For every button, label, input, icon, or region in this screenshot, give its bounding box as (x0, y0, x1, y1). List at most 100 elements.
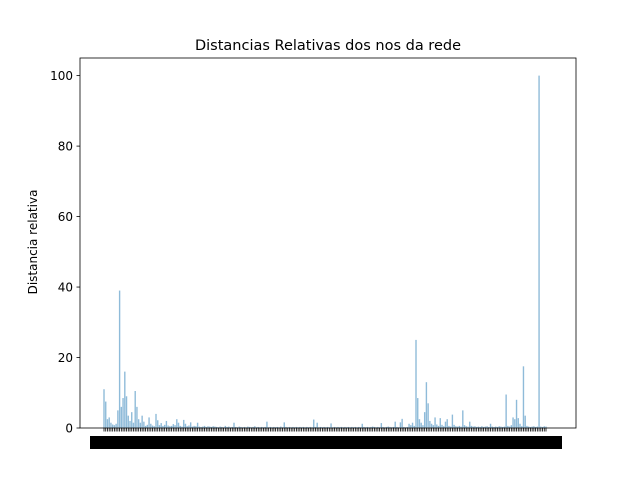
bar (448, 425, 450, 428)
bar (358, 426, 360, 428)
bar (141, 415, 143, 428)
bar (540, 426, 542, 428)
bar (195, 426, 197, 428)
bar (151, 425, 154, 428)
bar (306, 426, 308, 428)
bar (510, 425, 513, 428)
bar (326, 426, 329, 428)
bar (177, 422, 180, 428)
bar (488, 426, 490, 428)
bar (257, 426, 259, 428)
bar (105, 401, 107, 428)
bar (125, 396, 128, 428)
bar (295, 426, 298, 428)
bar (181, 426, 183, 428)
bar (347, 426, 350, 428)
y-tick-label: 60 (58, 210, 73, 224)
bar (486, 426, 488, 428)
bar (498, 426, 500, 428)
bar (422, 425, 424, 428)
bar (155, 413, 157, 428)
bar (231, 426, 233, 428)
bar (508, 426, 511, 428)
bar (477, 426, 480, 428)
bar (436, 424, 438, 428)
bar (514, 419, 516, 428)
bar (373, 426, 376, 428)
bar (534, 426, 537, 428)
bar (314, 426, 317, 428)
bar (110, 422, 112, 428)
bar (288, 426, 291, 428)
bar (129, 420, 131, 428)
bar (132, 422, 135, 428)
bar (276, 426, 279, 428)
y-tick-label: 40 (58, 281, 73, 295)
bar (481, 426, 483, 428)
bar (427, 403, 429, 428)
bar (538, 75, 540, 429)
bar (120, 406, 123, 428)
bar (247, 426, 249, 428)
bar (183, 419, 185, 428)
bar (455, 426, 457, 428)
bar (382, 426, 384, 428)
bar (157, 420, 159, 428)
bar (432, 425, 435, 428)
bar (385, 426, 388, 428)
bar (495, 426, 497, 428)
bar (543, 426, 545, 428)
bar (484, 426, 487, 428)
bar (196, 422, 199, 428)
bar (500, 426, 502, 428)
bar (411, 422, 414, 428)
bar (418, 419, 421, 428)
bar (333, 426, 336, 428)
bar (401, 418, 403, 428)
bar (526, 425, 528, 428)
bar (215, 426, 218, 428)
bar (441, 424, 443, 428)
bar (366, 426, 369, 428)
bar (113, 425, 116, 428)
bar (529, 426, 532, 428)
bar (519, 423, 521, 428)
bar (226, 426, 228, 428)
bar (162, 425, 164, 428)
bar (503, 426, 506, 428)
bar (496, 426, 499, 428)
bar (451, 414, 454, 428)
bar (396, 426, 398, 428)
bar (536, 426, 539, 428)
bar (139, 422, 142, 428)
bar (423, 412, 426, 428)
bar (371, 426, 374, 428)
y-tick-label: 0 (65, 422, 73, 436)
bar (233, 422, 235, 428)
bar (193, 425, 195, 428)
bar (351, 426, 353, 428)
bar (330, 423, 332, 428)
bar (136, 406, 138, 428)
bar (479, 426, 481, 428)
bar (207, 426, 209, 428)
bar (122, 398, 124, 428)
bar (458, 425, 461, 428)
bar (158, 425, 161, 428)
bar (118, 290, 121, 428)
bar (214, 426, 216, 428)
bar (210, 426, 213, 428)
bar (319, 426, 322, 428)
bar (449, 426, 452, 428)
bar (108, 417, 110, 428)
bar (111, 424, 114, 428)
bar (309, 426, 311, 428)
bar (221, 426, 223, 428)
bar (186, 426, 188, 428)
bar (472, 426, 474, 428)
bar (313, 419, 315, 428)
bar (264, 426, 266, 428)
bar (512, 417, 514, 428)
bar (410, 425, 412, 428)
